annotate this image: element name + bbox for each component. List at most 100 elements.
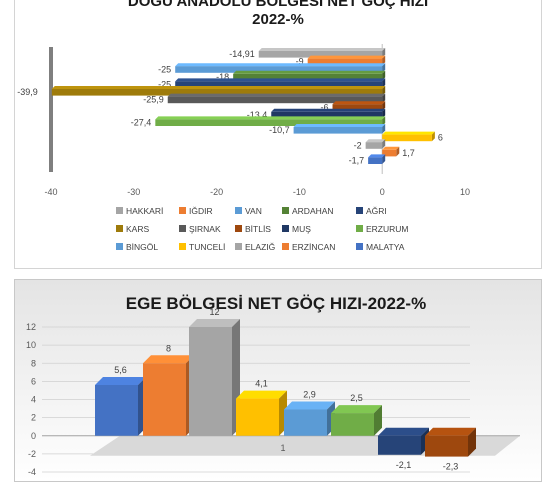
legend-swatch: [356, 207, 363, 214]
bar-top-face: [175, 78, 386, 82]
bar-erzi̇ncan: [382, 149, 397, 157]
bar-top-face: [332, 101, 386, 105]
data-label: 2,5: [350, 393, 363, 403]
dogu-anadolu-chart-panel: [14, 0, 542, 269]
data-label: -10,7: [269, 125, 290, 135]
ege-chart: EGE BÖLGESİ NET GÖÇ HIZI-2022-%121086420…: [26, 294, 520, 477]
legend-swatch: [179, 225, 186, 232]
data-label: -13,4: [247, 110, 268, 120]
bar-side-face: [374, 405, 382, 436]
legend-swatch: [116, 207, 123, 214]
bar-elaziğ: [365, 142, 383, 149]
bar-top-face: [233, 70, 386, 74]
bar-top-face: [425, 427, 476, 436]
y-tick-label: 12: [26, 322, 36, 332]
bar: [378, 435, 421, 455]
bar-side-face: [431, 131, 435, 142]
legend-label: ERZİNCAN: [292, 242, 335, 252]
bar-side-face: [382, 101, 386, 111]
data-label: -1,7: [349, 156, 365, 166]
y-tick-label: 6: [31, 376, 36, 386]
bar-side-face: [382, 86, 386, 96]
legend-swatch: [282, 207, 289, 214]
legend-label: MUŞ: [292, 224, 311, 234]
legend-label: ŞIRNAK: [189, 224, 221, 234]
bar-top-face: [51, 86, 386, 89]
bar-hakkari̇: [258, 51, 383, 58]
legend-swatch: [282, 243, 289, 250]
x-tick-label: -10: [293, 187, 306, 197]
y-tick-label: 10: [26, 340, 36, 350]
legend-label: TUNCELİ: [189, 242, 225, 252]
x-tick-label: -20: [210, 187, 223, 197]
y-tick-label: 8: [31, 358, 36, 368]
x-tick-label: 10: [460, 187, 470, 197]
data-label: -25: [158, 64, 171, 74]
bar: [284, 409, 327, 436]
bar-side-face: [382, 78, 386, 88]
bar-kars: [51, 89, 383, 96]
bar-side-face: [382, 70, 386, 81]
y-tick-label: -4: [28, 467, 36, 477]
legend-swatch: [235, 207, 242, 214]
legend-swatch: [179, 207, 186, 214]
data-label: 6: [438, 133, 443, 143]
data-label: 2,9: [303, 389, 316, 399]
y-tick-label: 4: [31, 395, 36, 405]
bar-top-face: [271, 108, 386, 112]
legend-label: MALATYA: [366, 242, 405, 252]
category-axis-label: 1: [280, 443, 285, 453]
bar-top-face: [284, 401, 335, 410]
bar: [425, 435, 468, 457]
bar-side-face: [396, 146, 400, 157]
bar: [189, 327, 232, 436]
bar-side-face: [382, 48, 386, 58]
bar-side-face: [382, 124, 386, 134]
bar-top-face: [175, 63, 386, 67]
legend-label: BİTLİS: [245, 224, 271, 234]
data-label: 5,6: [114, 365, 127, 375]
y-tick-label: 0: [31, 431, 36, 441]
chart-title-line-2: 2022-%: [252, 11, 304, 28]
x-tick-label: -30: [127, 187, 140, 197]
bar-top-face: [189, 319, 240, 327]
bar-top-face: [382, 131, 435, 135]
legend-label: BİNGÖL: [126, 242, 158, 252]
bar-side-face: [382, 108, 386, 119]
bar-şirnak: [167, 96, 383, 104]
bar-van: [175, 66, 383, 73]
legend-swatch: [235, 243, 242, 250]
bar-side-face: [382, 63, 386, 73]
bar: [331, 413, 374, 436]
chart-title: EGE BÖLGESİ NET GÖÇ HIZI-2022-%: [126, 294, 426, 313]
legend-swatch: [116, 243, 123, 250]
legend-label: AĞRI: [366, 206, 387, 216]
bar-tunceli̇: [382, 134, 432, 142]
bar-top-face: [331, 405, 382, 414]
bar-top-face: [155, 116, 386, 120]
bar-top-face: [382, 146, 400, 150]
legend-label: HAKKARİ: [126, 206, 163, 216]
data-label: 1,7: [402, 148, 415, 158]
bar-top-face: [143, 355, 194, 364]
legend-swatch: [235, 225, 242, 232]
bar-malatya: [368, 157, 383, 164]
y-tick-label: 2: [31, 413, 36, 423]
x-tick-label: 0: [380, 187, 385, 197]
bar-ardahan: [233, 73, 383, 81]
data-label: -25,9: [143, 95, 164, 105]
bar-top-face: [293, 124, 386, 127]
bar-side-face: [468, 427, 476, 457]
bar-bi̇tli̇s: [332, 104, 383, 111]
data-label: 12: [209, 307, 219, 317]
bar-top-face: [365, 139, 386, 143]
bar: [95, 385, 138, 436]
data-label: -25: [158, 80, 171, 90]
legend-label: VAN: [245, 206, 262, 216]
data-label: 4,1: [255, 379, 268, 389]
legend-label: IĞDIR: [189, 206, 213, 216]
data-label: -39,9: [17, 87, 38, 97]
bar: [236, 398, 279, 436]
